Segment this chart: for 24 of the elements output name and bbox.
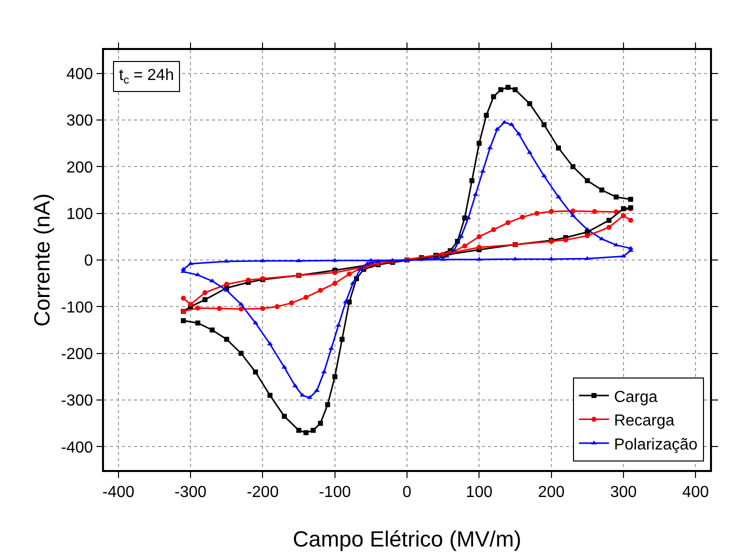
x-tick-label: 300: [610, 484, 637, 501]
x-tick-label: -400: [102, 484, 135, 501]
y-tick-label: 400: [66, 66, 94, 83]
y-tick-label: -200: [61, 346, 94, 363]
annotation: t$_{c}$ = 24h: [119, 67, 174, 86]
y-tick-label: -300: [61, 392, 94, 410]
x-tick-label: 400: [682, 484, 710, 501]
y-tick-label: 100: [66, 206, 94, 223]
y-axis-title: Corrente (nA): [30, 193, 54, 327]
x-tick-label: 200: [538, 484, 565, 501]
y-tick-label: 200: [66, 159, 94, 176]
y-tick-label: 0: [84, 252, 94, 270]
x-tick-label: -100: [318, 484, 351, 501]
y-tick-label: -400: [61, 439, 94, 456]
legend-label: Recarga: [614, 412, 675, 430]
y-tick-label: 300: [66, 112, 94, 130]
y-tick-label: -100: [61, 299, 94, 316]
legend-label: Polarização: [614, 436, 698, 454]
x-tick-label: 0: [402, 484, 412, 501]
x-axis-title: Campo Elétrico (MV/m): [292, 526, 522, 552]
x-tick-label: -300: [174, 484, 207, 501]
x-tick-label: -200: [246, 484, 279, 501]
x-tick-label: 100: [466, 484, 493, 501]
legend-label: Carga: [614, 388, 658, 406]
